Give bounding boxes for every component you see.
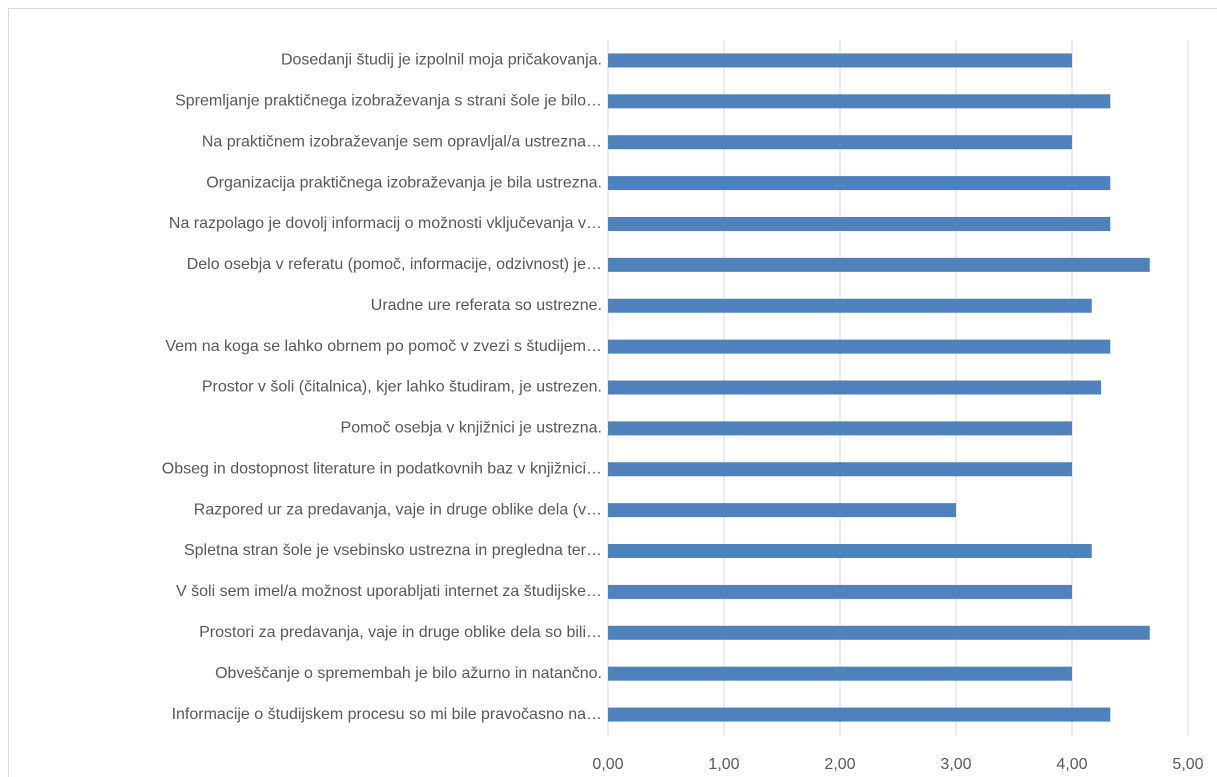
y-tick-label: Na razpolago je dovolj informacij o možn… (169, 215, 602, 232)
y-tick-label: Spletna stran šole je vsebinsko ustrezna… (184, 542, 602, 559)
y-tick-label: Dosedanji študij je izpolnil moja pričak… (281, 52, 602, 69)
chart-border (8, 8, 1217, 777)
bar (608, 176, 1111, 191)
bar (608, 421, 1072, 436)
x-tick-label: 0,00 (592, 756, 623, 773)
bar (608, 380, 1101, 395)
y-tick-label: Spremljanje praktičnega izobraževanja s … (175, 93, 602, 110)
bar (608, 666, 1072, 681)
x-tick-label: 2,00 (824, 756, 855, 773)
bar (608, 625, 1150, 640)
x-tick-label: 4,00 (1056, 756, 1087, 773)
y-tick-label: Pomoč osebja v knjižnici je ustrezna. (341, 420, 602, 437)
bar (608, 584, 1072, 599)
bar (608, 94, 1111, 109)
bar (608, 257, 1150, 272)
y-tick-label: Razpored ur za predavanja, vaje in druge… (194, 501, 602, 518)
y-tick-label: Uradne ure referata so ustrezne. (371, 297, 602, 314)
x-tick-label: 1,00 (708, 756, 739, 773)
bar (608, 216, 1111, 231)
x-tick-label: 3,00 (940, 756, 971, 773)
y-tick-label: Na praktičnem izobraževanje sem opravlja… (202, 133, 602, 150)
bar (608, 503, 956, 518)
y-tick-label: Delo osebja v referatu (pomoč, informaci… (187, 256, 602, 273)
bar (608, 339, 1111, 354)
y-tick-label: Vem na koga se lahko obrnem po pomoč v z… (165, 338, 602, 355)
y-tick-label: V šoli sem imel/a možnost uporabljati in… (176, 583, 602, 600)
bar (608, 135, 1072, 150)
y-tick-label: Prostor v šoli (čitalnica), kjer lahko š… (202, 379, 602, 396)
y-tick-label: Obveščanje o spremembah je bilo ažurno i… (215, 665, 602, 682)
x-tick-label: 5,00 (1172, 756, 1203, 773)
y-tick-label: Prostori za predavanja, vaje in druge ob… (199, 624, 602, 641)
bar (608, 707, 1111, 722)
bar (608, 298, 1092, 313)
bar (608, 544, 1092, 559)
y-tick-label: Organizacija praktičnega izobraževanja j… (206, 174, 602, 191)
bar (608, 462, 1072, 477)
y-tick-label: Informacije o študijskem procesu so mi b… (172, 706, 602, 723)
y-tick-label: Obseg in dostopnost literature in podatk… (162, 460, 602, 477)
bar (608, 53, 1072, 68)
